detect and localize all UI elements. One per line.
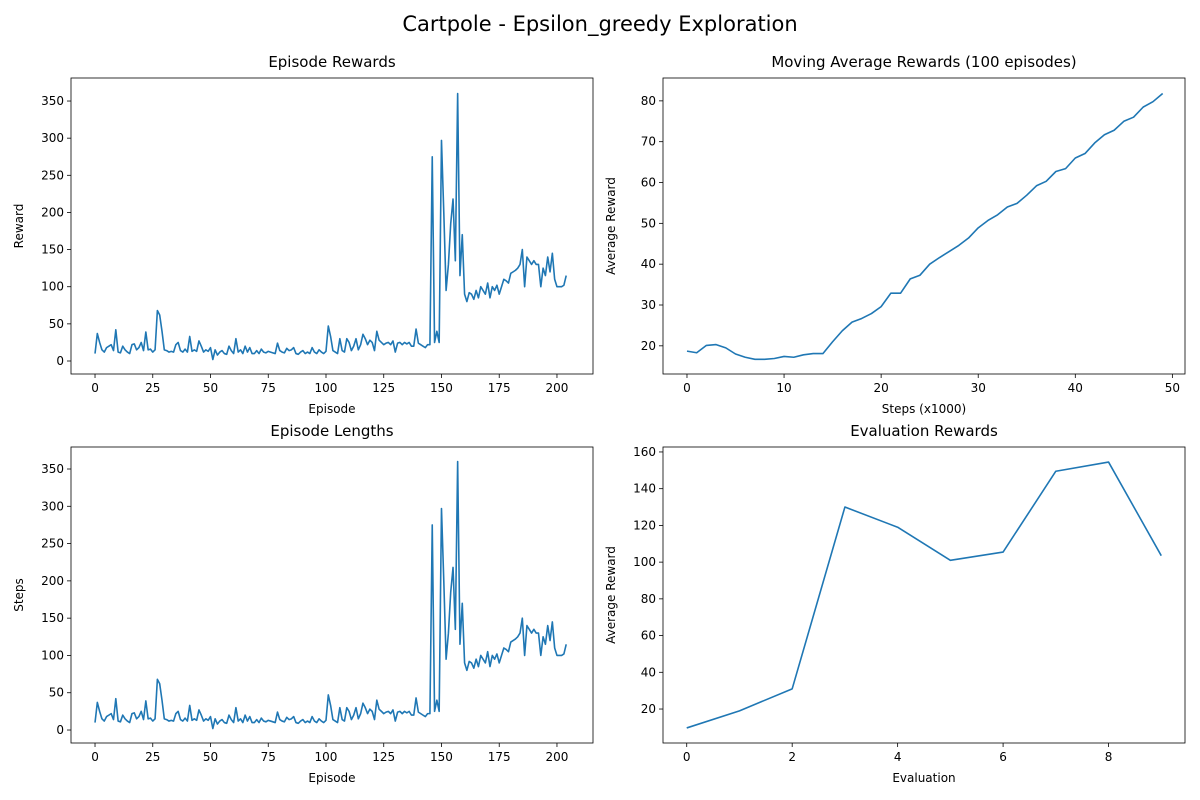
- y-tick-label: 0: [56, 723, 64, 737]
- y-tick-label: 160: [633, 445, 656, 459]
- x-tick-label: 40: [1068, 381, 1083, 395]
- y-tick-label: 200: [41, 574, 64, 588]
- axes-frame: [662, 446, 1186, 744]
- x-tick-label: 150: [430, 381, 453, 395]
- data-line: [686, 92, 1164, 361]
- y-axis-label: Average Reward: [604, 177, 618, 275]
- subplot-title: Episode Rewards: [268, 53, 396, 71]
- figure-title: Cartpole - Epsilon_greedy Exploration: [402, 12, 797, 37]
- axes-frame: [70, 446, 594, 744]
- y-tick-label: 40: [641, 665, 656, 679]
- subplot-title: Episode Lengths: [270, 422, 393, 440]
- subplot: Episode Rewards Episode Reward 0 25 50 75 100 12…: [12, 53, 594, 416]
- y-tick-label: 100: [41, 280, 64, 294]
- x-tick-label: 30: [971, 381, 986, 395]
- axes-frame: [662, 77, 1186, 375]
- x-tick-label: 50: [203, 750, 218, 764]
- y-tick-label: 250: [41, 537, 64, 551]
- y-tick-label: 350: [41, 94, 64, 108]
- x-tick-label: 6: [999, 750, 1007, 764]
- subplot: Episode Lengths Episode Steps 0 25 50 75 100 125…: [12, 422, 594, 785]
- x-tick-label: 175: [488, 381, 511, 395]
- x-tick-label: 0: [91, 381, 99, 395]
- y-tick-label: 0: [56, 354, 64, 368]
- data-line: [94, 92, 567, 361]
- y-tick-label: 60: [641, 629, 656, 643]
- y-tick-label: 80: [641, 592, 656, 606]
- x-axis-label: Steps (x1000): [882, 402, 966, 416]
- y-axis-label: Reward: [12, 204, 26, 249]
- data-line: [686, 461, 1162, 729]
- y-tick-label: 140: [633, 482, 656, 496]
- subplot-title: Evaluation Rewards: [850, 422, 998, 440]
- y-tick-label: 80: [641, 94, 656, 108]
- y-tick-label: 50: [49, 317, 64, 331]
- x-tick-label: 200: [546, 381, 569, 395]
- x-tick-label: 0: [91, 750, 99, 764]
- x-tick-label: 75: [261, 381, 276, 395]
- x-tick-label: 100: [315, 750, 338, 764]
- x-tick-label: 8: [1105, 750, 1113, 764]
- y-axis-label: Average Reward: [604, 546, 618, 644]
- x-tick-label: 20: [873, 381, 888, 395]
- x-tick-label: 25: [145, 381, 160, 395]
- x-tick-label: 75: [261, 750, 276, 764]
- data-line: [94, 460, 567, 730]
- y-tick-label: 120: [633, 518, 656, 532]
- x-tick-label: 125: [372, 750, 395, 764]
- x-tick-label: 0: [683, 381, 691, 395]
- axes-frame: [70, 77, 594, 375]
- x-tick-label: 50: [203, 381, 218, 395]
- y-tick-label: 100: [633, 555, 656, 569]
- y-tick-label: 150: [41, 243, 64, 257]
- x-tick-label: 2: [788, 750, 796, 764]
- y-tick-label: 50: [641, 216, 656, 230]
- y-tick-label: 250: [41, 168, 64, 182]
- y-tick-label: 40: [641, 257, 656, 271]
- x-tick-label: 4: [894, 750, 902, 764]
- y-tick-label: 20: [641, 339, 656, 353]
- y-axis-label: Steps: [12, 578, 26, 612]
- x-tick-label: 50: [1165, 381, 1180, 395]
- y-tick-label: 150: [41, 611, 64, 625]
- y-tick-label: 100: [41, 648, 64, 662]
- y-tick-label: 300: [41, 499, 64, 513]
- y-tick-label: 30: [641, 298, 656, 312]
- x-axis-label: Episode: [308, 402, 355, 416]
- y-tick-label: 300: [41, 131, 64, 145]
- x-tick-label: 100: [315, 381, 338, 395]
- x-tick-label: 25: [145, 750, 160, 764]
- y-tick-label: 60: [641, 176, 656, 190]
- y-tick-label: 50: [49, 686, 64, 700]
- x-tick-label: 125: [372, 381, 395, 395]
- x-tick-label: 200: [546, 750, 569, 764]
- subplot: Evaluation Rewards Evaluation Average Rewa…: [604, 422, 1186, 785]
- y-tick-label: 70: [641, 135, 656, 149]
- x-tick-label: 150: [430, 750, 453, 764]
- x-axis-label: Evaluation: [892, 771, 955, 785]
- y-tick-label: 20: [641, 702, 656, 716]
- subplot: Moving Average Rewards (100 episodes) Ste…: [604, 53, 1186, 416]
- x-tick-label: 175: [488, 750, 511, 764]
- x-tick-label: 10: [776, 381, 791, 395]
- x-tick-label: 0: [683, 750, 691, 764]
- y-tick-label: 350: [41, 462, 64, 476]
- subplot-title: Moving Average Rewards (100 episodes): [771, 53, 1076, 71]
- x-axis-label: Episode: [308, 771, 355, 785]
- y-tick-label: 200: [41, 205, 64, 219]
